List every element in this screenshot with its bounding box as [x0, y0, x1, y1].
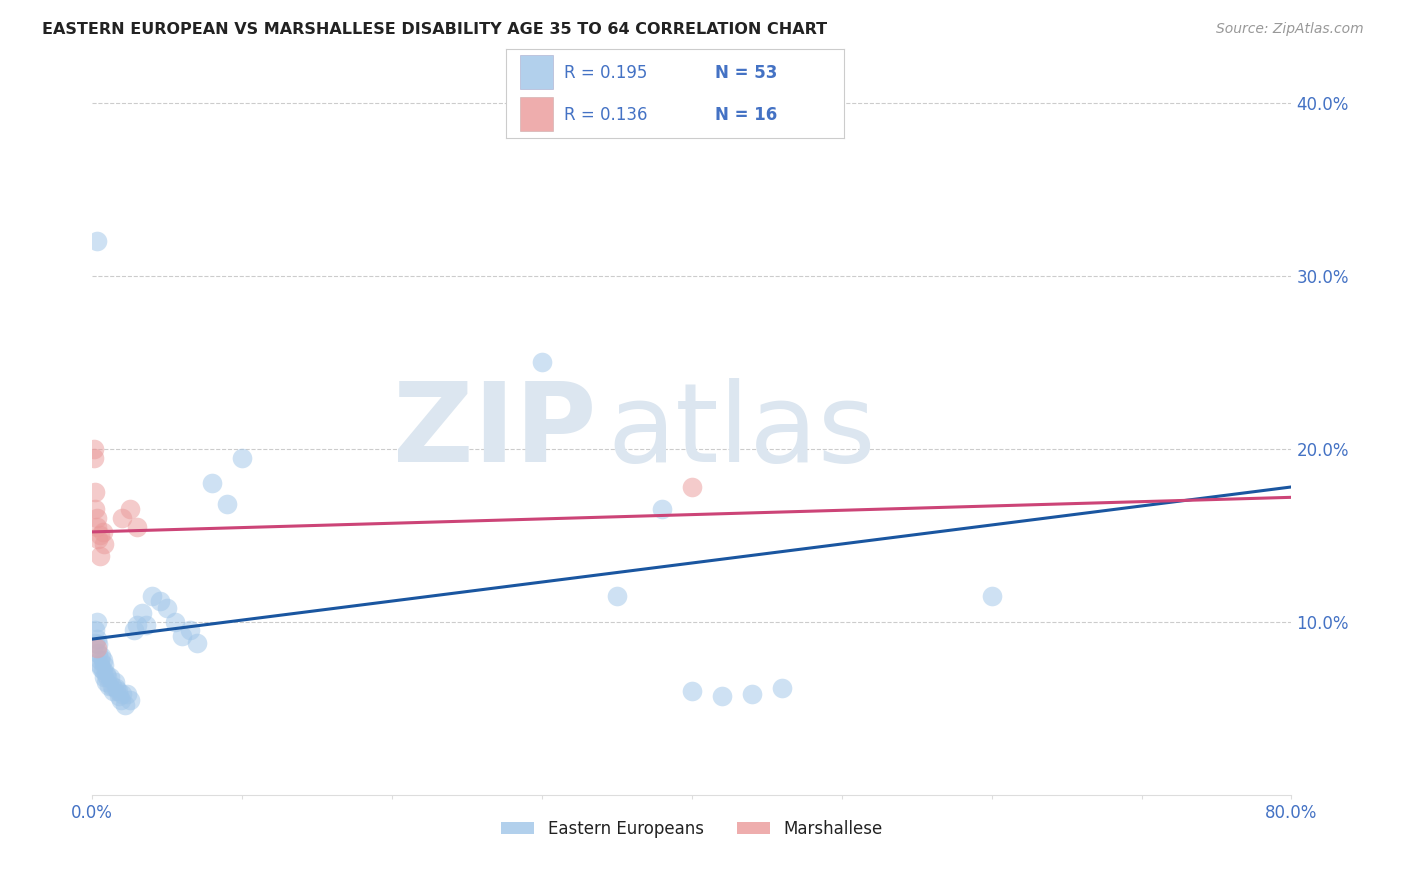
Point — [89, 549, 111, 563]
Text: ZIP: ZIP — [392, 378, 596, 485]
Point — [172, 629, 194, 643]
Point — [91, 653, 114, 667]
Point — [681, 684, 703, 698]
Point — [115, 688, 138, 702]
Point — [101, 684, 124, 698]
Point — [111, 688, 134, 702]
Point — [91, 524, 114, 539]
Point — [118, 692, 141, 706]
Point — [163, 615, 186, 629]
Text: R = 0.136: R = 0.136 — [564, 105, 647, 124]
Point — [87, 637, 110, 651]
Point — [89, 528, 111, 542]
Point — [104, 675, 127, 690]
Point — [97, 679, 120, 693]
Legend: Eastern Europeans, Marshallese: Eastern Europeans, Marshallese — [494, 814, 890, 845]
Point — [105, 681, 128, 695]
Point — [84, 635, 107, 649]
Point — [84, 624, 107, 638]
Point — [980, 589, 1002, 603]
Text: atlas: atlas — [607, 378, 876, 485]
Point — [156, 601, 179, 615]
Point — [770, 681, 793, 695]
Point — [231, 450, 253, 465]
Point — [98, 670, 121, 684]
Point — [87, 646, 110, 660]
Point — [127, 519, 149, 533]
Point — [86, 235, 108, 249]
Point — [91, 663, 114, 677]
Point — [96, 670, 118, 684]
Point — [108, 689, 131, 703]
Point — [86, 640, 108, 655]
Point — [110, 692, 132, 706]
Bar — [520, 55, 554, 89]
Point — [606, 589, 628, 603]
Text: R = 0.195: R = 0.195 — [564, 63, 647, 82]
Point — [681, 480, 703, 494]
Text: EASTERN EUROPEAN VS MARSHALLESE DISABILITY AGE 35 TO 64 CORRELATION CHART: EASTERN EUROPEAN VS MARSHALLESE DISABILI… — [42, 22, 827, 37]
Text: Source: ZipAtlas.com: Source: ZipAtlas.com — [1216, 22, 1364, 37]
Point — [186, 635, 208, 649]
Point — [93, 670, 115, 684]
Point — [86, 519, 108, 533]
Point — [89, 658, 111, 673]
Point — [84, 485, 107, 500]
Point — [122, 624, 145, 638]
Point — [93, 658, 115, 673]
Bar — [520, 97, 554, 131]
Text: N = 53: N = 53 — [716, 63, 778, 82]
Text: N = 16: N = 16 — [716, 105, 778, 124]
Point — [127, 618, 149, 632]
Point — [90, 661, 112, 675]
Point — [741, 688, 763, 702]
Point — [141, 589, 163, 603]
Point — [94, 666, 117, 681]
Point — [86, 632, 108, 646]
Point — [201, 476, 224, 491]
Point — [100, 679, 122, 693]
Point — [135, 618, 157, 632]
Point — [131, 606, 153, 620]
Point — [86, 511, 108, 525]
Point — [90, 649, 112, 664]
Point — [94, 675, 117, 690]
Point — [179, 624, 201, 638]
Point — [84, 502, 107, 516]
Point — [111, 511, 134, 525]
Point — [114, 698, 136, 712]
Point — [86, 615, 108, 629]
Point — [107, 684, 129, 698]
Point — [149, 594, 172, 608]
Point — [530, 355, 553, 369]
Point — [710, 689, 733, 703]
Point — [217, 497, 239, 511]
Point — [83, 442, 105, 456]
Point — [87, 532, 110, 546]
Point — [89, 653, 111, 667]
Point — [93, 537, 115, 551]
Point — [651, 502, 673, 516]
Point — [118, 502, 141, 516]
Point — [83, 450, 105, 465]
